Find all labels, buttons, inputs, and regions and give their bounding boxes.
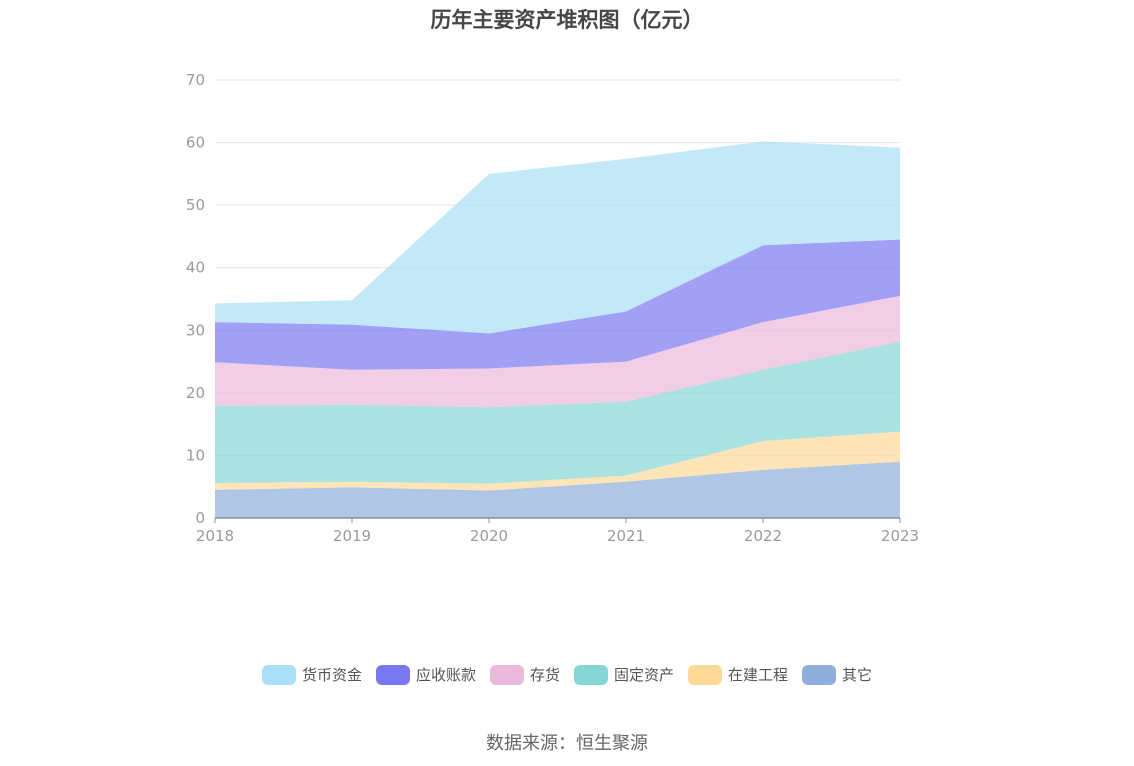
chart-title: 历年主要资产堆积图（亿元） (430, 8, 704, 32)
legend-label: 货币资金 (301, 666, 362, 684)
legend-item[interactable]: 其它 (802, 664, 872, 685)
legend-swatch (261, 664, 296, 685)
y-tick-label: 10 (186, 446, 205, 464)
x-tick-label: 2023 (881, 527, 919, 545)
legend-swatch (802, 664, 837, 685)
y-tick-label: 40 (186, 259, 205, 277)
data-source: 数据来源：恒生聚源 (486, 733, 648, 754)
axes: 0 10 20 30 40 50 60 70 2018 2019 2020 2021 2022 2023 (186, 71, 919, 545)
area-layers (215, 141, 900, 518)
legend-label: 存货 (529, 666, 560, 684)
x-tick-label: 2022 (744, 527, 782, 545)
y-tick-label: 20 (186, 384, 205, 402)
y-tick-label: 60 (186, 134, 205, 152)
x-tick-label: 2018 (196, 527, 234, 545)
legend-label: 其它 (842, 666, 873, 684)
legend-swatch (574, 664, 608, 685)
y-tick-label: 0 (195, 509, 205, 527)
area-应收账款 (215, 239, 900, 370)
y-tick-label: 70 (186, 71, 205, 89)
y-tick-label: 50 (186, 196, 205, 214)
legend-swatch (375, 664, 410, 685)
area-在建工程 (215, 431, 900, 491)
area-固定资产 (215, 341, 900, 484)
legend-item[interactable]: 在建工程 (688, 664, 788, 685)
legend-label: 应收账款 (415, 666, 476, 684)
legend-swatch (688, 664, 723, 685)
area-存货 (215, 295, 900, 408)
legend-swatch (489, 664, 524, 685)
y-tick-label: 30 (186, 321, 205, 339)
legend-item[interactable]: 应收账款 (375, 664, 476, 685)
x-tick-label: 2021 (607, 527, 645, 545)
legend-item[interactable]: 存货 (489, 664, 560, 685)
legend-label: 在建工程 (728, 666, 789, 684)
legend-item[interactable]: 固定资产 (574, 664, 674, 685)
area-其它 (215, 461, 900, 518)
legend-item[interactable]: 货币资金 (261, 664, 362, 685)
x-tick-label: 2019 (333, 527, 371, 545)
legend-label: 固定资产 (614, 666, 675, 684)
area-货币资金 (215, 141, 900, 334)
legend: 货币资金 应收账款 存货 固定资产 在建工程 其它 (0, 664, 1134, 685)
x-tick-label: 2020 (470, 527, 508, 545)
